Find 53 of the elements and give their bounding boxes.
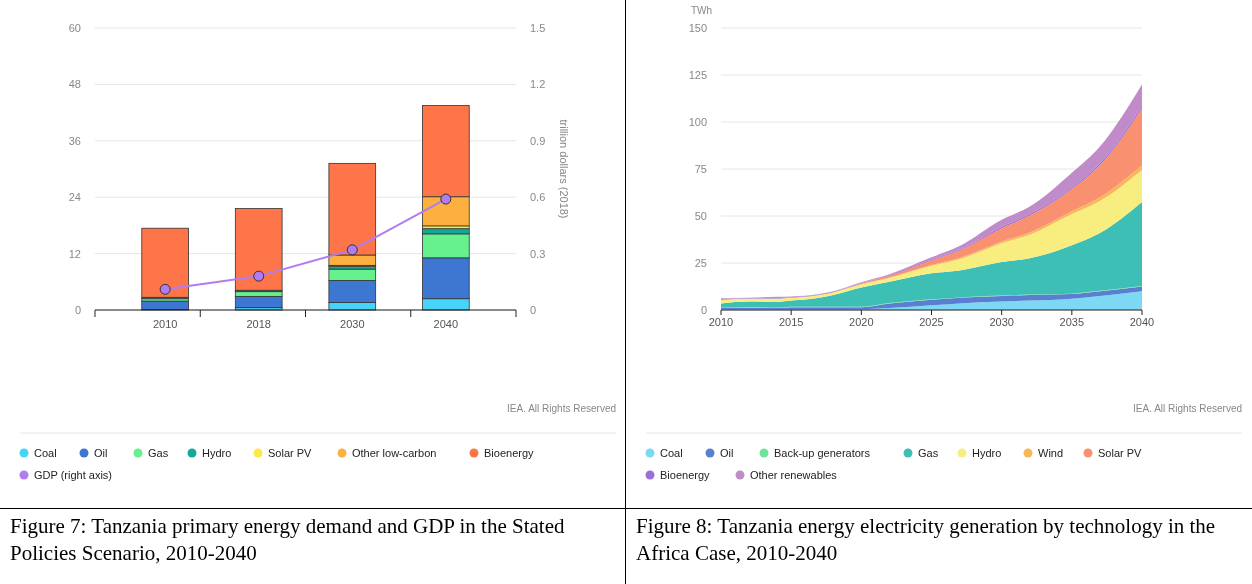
y-axis-title: TWh — [691, 5, 713, 16]
legend-label: Coal — [34, 447, 57, 459]
y-tick-label: 0 — [74, 304, 81, 316]
x-tick-label: 2030 — [989, 316, 1014, 328]
y-tick-label: 48 — [68, 78, 81, 91]
y2-tick-label: 1.2 — [530, 78, 546, 91]
legend-label: Back-up generators — [774, 447, 871, 459]
y-tick-label: 24 — [68, 191, 81, 204]
x-tick-label: 2015 — [778, 316, 804, 328]
y-tick-label: 12 — [68, 247, 81, 260]
x-tick-label: 2020 — [849, 316, 874, 328]
y-tick-label: 50 — [694, 210, 707, 222]
legend-label: Other low-carbon — [352, 447, 437, 459]
legend-label: Other renewables — [750, 469, 838, 481]
legend-label: Solar PV — [1098, 447, 1143, 459]
y-tick-label: 75 — [694, 163, 707, 175]
legend-label: Bioenergy — [660, 469, 711, 481]
y-tick-label: 60 — [68, 22, 81, 34]
legend-label: GDP (right axis) — [34, 469, 113, 481]
x-tick-label: 2030 — [340, 318, 365, 330]
y2-tick-label: 0 — [530, 304, 537, 316]
text: IEA. All Rights Reserved — [507, 403, 616, 414]
x-tick-label: 2040 — [433, 318, 459, 330]
legend-label: Wind — [1038, 447, 1064, 459]
text: IEA. All Rights Reserved — [1133, 403, 1242, 414]
legend-label: Hydro — [972, 447, 1002, 459]
y2-tick-label: 0.6 — [530, 191, 546, 204]
y2-tick-label: 0.9 — [530, 134, 546, 147]
y-tick-label: 36 — [68, 134, 81, 147]
y2-tick-label: 1.5 — [530, 22, 546, 34]
legend-label: Hydro — [202, 447, 232, 459]
legend-label: Bioenergy — [484, 447, 535, 459]
x-tick-label: 2018 — [246, 318, 271, 330]
text: Figure 7: Tanzania primary energy demand and GDP in the Stated Policies Scenario, 2010-2040 — [0, 508, 626, 571]
x-tick-label: 2010 — [152, 318, 178, 330]
x-tick-label: 2035 — [1059, 316, 1085, 328]
legend-label: Solar PV — [268, 447, 313, 459]
legend-label: Gas — [918, 447, 939, 459]
x-tick-label: 2040 — [1129, 316, 1155, 328]
legend-label: Gas — [148, 447, 169, 459]
y-tick-label: 25 — [694, 257, 707, 269]
legend-label: Coal — [660, 447, 683, 459]
legend-label: Oil — [94, 447, 108, 459]
x-tick-label: 2025 — [919, 316, 944, 328]
x-tick-label: 2010 — [708, 316, 734, 328]
y-tick-label: 100 — [688, 116, 707, 128]
text: Figure 8: Tanzania energy electricity generation by technology in the Africa Case, 2010-2040 — [626, 508, 1252, 571]
y-tick-label: 0 — [700, 304, 707, 316]
y-tick-label: 125 — [688, 69, 707, 81]
y2-tick-label: 0.3 — [530, 247, 546, 260]
y-tick-label: 150 — [688, 22, 707, 34]
y2-axis-title: trillion dollars (2018) — [558, 119, 570, 219]
legend-label: Oil — [720, 447, 734, 459]
